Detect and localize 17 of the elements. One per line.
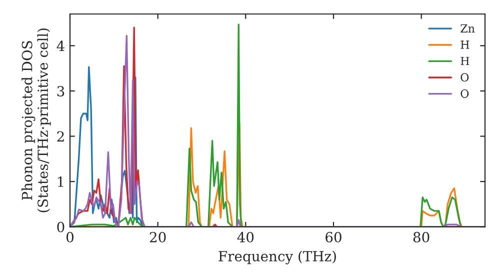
y-tick-label: 4 bbox=[56, 40, 64, 51]
legend-label: H bbox=[460, 40, 470, 49]
x-tick-label: 0 bbox=[66, 232, 74, 242]
y-axis-title: Phonon projected DOS (States/THz·primitive cell) bbox=[22, 28, 51, 212]
legend-label: O bbox=[460, 89, 469, 98]
y-tick-label: 2 bbox=[57, 131, 64, 142]
y-tick-label: 0 bbox=[57, 222, 64, 232]
legend-label: H bbox=[460, 56, 470, 66]
y-tick-label: 3 bbox=[57, 86, 64, 96]
x-tick-label: 20 bbox=[150, 232, 166, 242]
y-tick-label: 1 bbox=[58, 176, 64, 187]
x-tick-label: 60 bbox=[326, 232, 342, 242]
legend-label: Zn bbox=[460, 24, 475, 32]
x-tick-label: 80 bbox=[413, 232, 430, 242]
legend-label: O bbox=[460, 73, 469, 82]
x-tick-label: 40 bbox=[237, 232, 254, 242]
x-axis-title: Frequency (THz) bbox=[218, 250, 336, 264]
